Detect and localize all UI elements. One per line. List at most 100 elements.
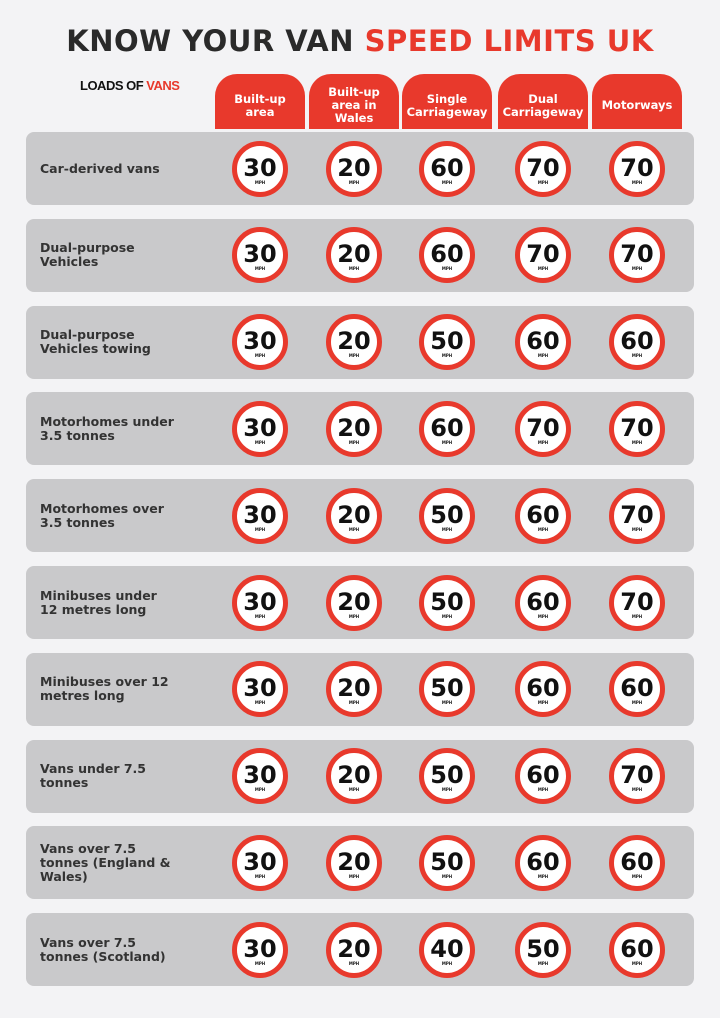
speed-value: 20 [337, 587, 371, 616]
speed-unit: MPH [631, 179, 643, 185]
speed-sign: 30 MPH [232, 487, 288, 544]
speed-unit: MPH [537, 700, 549, 706]
speed-value: 30 [243, 240, 277, 269]
speed-value: 60 [526, 847, 560, 876]
row-label: Vans over 7.5 tonnes (Scotland) [40, 934, 166, 964]
speed-sign: 70 MPH [609, 140, 665, 197]
speed-unit: MPH [537, 787, 549, 793]
speed-unit: MPH [441, 787, 453, 793]
speed-sign: 50 MPH [419, 748, 475, 805]
speed-unit: MPH [254, 613, 266, 619]
speed-value: 60 [620, 327, 654, 356]
speed-sign: 20 MPH [326, 140, 382, 197]
speed-unit: MPH [348, 700, 360, 706]
speed-unit: MPH [631, 960, 643, 966]
speed-value: 70 [620, 413, 654, 442]
speed-unit: MPH [254, 787, 266, 793]
title: KNOW YOUR VAN SPEED LIMITS UK [0, 24, 720, 58]
speed-unit: MPH [441, 266, 453, 272]
speed-unit: MPH [441, 353, 453, 359]
speed-unit: MPH [631, 353, 643, 359]
speed-unit: MPH [631, 787, 643, 793]
speed-unit: MPH [537, 179, 549, 185]
speed-value: 20 [337, 240, 371, 269]
speed-sign: 50 MPH [419, 834, 475, 891]
speed-unit: MPH [348, 960, 360, 966]
speed-sign: 60 MPH [419, 227, 475, 284]
row-label: Motorhomes under 3.5 tonnes [40, 413, 174, 443]
speed-sign: 60 MPH [419, 400, 475, 457]
speed-value: 60 [620, 847, 654, 876]
row-label: Motorhomes over 3.5 tonnes [40, 500, 164, 530]
speed-sign: 60 MPH [609, 921, 665, 978]
speed-sign: 50 MPH [515, 921, 571, 978]
speed-unit: MPH [254, 439, 266, 445]
speed-unit: MPH [348, 613, 360, 619]
speed-unit: MPH [441, 526, 453, 532]
speed-unit: MPH [254, 266, 266, 272]
speed-sign: 60 MPH [419, 140, 475, 197]
speed-value: 70 [620, 153, 654, 182]
row-label: Vans under 7.5 tonnes [40, 761, 146, 791]
speed-unit: MPH [441, 700, 453, 706]
speed-unit: MPH [254, 179, 266, 185]
speed-value: 20 [337, 674, 371, 703]
speed-sign: 50 MPH [419, 661, 475, 718]
row-label: Minibuses over 12 metres long [40, 674, 169, 704]
speed-value: 20 [337, 327, 371, 356]
speed-value: 60 [526, 500, 560, 529]
speed-value: 30 [243, 327, 277, 356]
row-label: Car-derived vans [40, 160, 160, 176]
speed-sign: 60 MPH [515, 748, 571, 805]
speed-sign: 20 MPH [326, 834, 382, 891]
speed-sign: 60 MPH [515, 834, 571, 891]
title-red: SPEED LIMITS UK [364, 24, 654, 58]
speed-value: 60 [430, 413, 464, 442]
speed-value: 50 [526, 934, 560, 963]
speed-value: 70 [620, 761, 654, 790]
speed-value: 60 [430, 153, 464, 182]
speed-unit: MPH [537, 439, 549, 445]
speed-unit: MPH [537, 526, 549, 532]
speed-sign: 60 MPH [515, 314, 571, 371]
speed-unit: MPH [441, 439, 453, 445]
speed-sign: 20 MPH [326, 400, 382, 457]
speed-unit: MPH [348, 266, 360, 272]
column-header: Single Carriageway [402, 74, 492, 129]
title-dark: KNOW YOUR VAN [66, 24, 354, 58]
speed-sign: 50 MPH [419, 314, 475, 371]
speed-value: 60 [526, 674, 560, 703]
speed-value: 50 [430, 587, 464, 616]
speed-sign: 30 MPH [232, 748, 288, 805]
speed-sign: 20 MPH [326, 574, 382, 631]
speed-sign: 60 MPH [515, 487, 571, 544]
speed-sign: 70 MPH [515, 400, 571, 457]
speed-sign: 70 MPH [609, 487, 665, 544]
speed-sign: 20 MPH [326, 748, 382, 805]
speed-sign: 60 MPH [609, 661, 665, 718]
speed-sign: 70 MPH [515, 227, 571, 284]
column-header: Motorways [592, 74, 682, 129]
speed-value: 60 [620, 934, 654, 963]
speed-unit: MPH [348, 353, 360, 359]
row-label: Minibuses under 12 metres long [40, 587, 157, 617]
speed-value: 70 [526, 240, 560, 269]
speed-value: 20 [337, 761, 371, 790]
speed-sign: 20 MPH [326, 661, 382, 718]
speed-sign: 50 MPH [419, 574, 475, 631]
speed-sign: 70 MPH [609, 227, 665, 284]
speed-unit: MPH [537, 353, 549, 359]
speed-value: 60 [430, 240, 464, 269]
speed-unit: MPH [537, 873, 549, 879]
speed-sign: 60 MPH [515, 661, 571, 718]
speed-value: 20 [337, 934, 371, 963]
speed-unit: MPH [254, 526, 266, 532]
speed-value: 70 [620, 500, 654, 529]
speed-unit: MPH [537, 960, 549, 966]
speed-sign: 20 MPH [326, 921, 382, 978]
speed-value: 50 [430, 500, 464, 529]
speed-value: 20 [337, 413, 371, 442]
speed-unit: MPH [348, 873, 360, 879]
speed-unit: MPH [537, 613, 549, 619]
